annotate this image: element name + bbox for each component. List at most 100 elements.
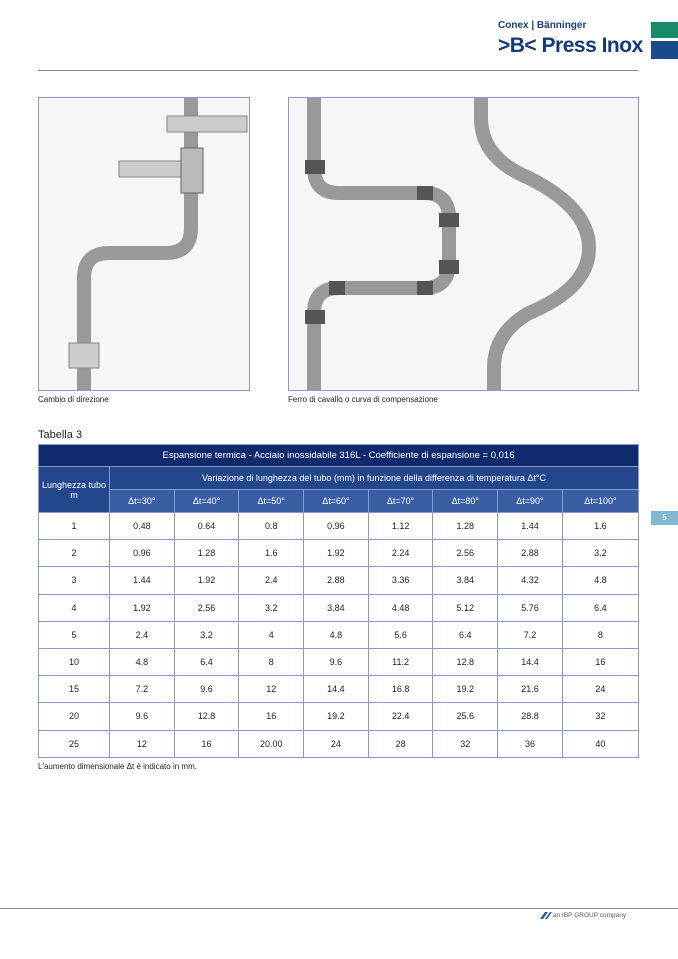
value-cell: 3.36 bbox=[367, 566, 434, 595]
value-cell: 6.4 bbox=[561, 593, 640, 622]
value-cell: 4.8 bbox=[561, 566, 640, 595]
value-cell: 1.28 bbox=[432, 511, 499, 541]
value-cell: 14.4 bbox=[497, 647, 563, 677]
value-cell: 3.2 bbox=[173, 620, 240, 649]
value-cell: 4.8 bbox=[109, 647, 175, 677]
value-cell: 2.4 bbox=[238, 566, 305, 595]
value-cell: 1.6 bbox=[561, 511, 640, 541]
value-cell: 36 bbox=[497, 729, 563, 758]
value-cell: 19.2 bbox=[432, 675, 499, 704]
row-header: Lunghezza tubo m bbox=[38, 466, 110, 513]
value-cell: 6.4 bbox=[173, 647, 240, 677]
logo-green-block bbox=[651, 22, 678, 38]
table-row: 4 1.92 2.56 3.2 3.84 4.48 5.12 5.76 6.4 bbox=[38, 593, 640, 622]
value-cell: 12 bbox=[109, 729, 175, 758]
figure-caption: Cambio di direzione bbox=[38, 395, 109, 404]
column-header: Δt=30° bbox=[109, 489, 175, 513]
table-row: 3 1.44 1.92 2.4 2.88 3.36 3.84 4.32 4.8 bbox=[38, 566, 640, 595]
value-cell: 28 bbox=[367, 729, 434, 758]
value-cell: 0.48 bbox=[109, 511, 175, 541]
value-cell: 1.28 bbox=[173, 539, 240, 568]
value-cell: 0.96 bbox=[109, 539, 175, 568]
table-row: 20 9.6 12.8 16 19.2 22.4 25.6 28.8 32 bbox=[38, 702, 640, 731]
column-header: Δt=100° bbox=[561, 489, 640, 513]
value-cell: 21.6 bbox=[497, 675, 563, 704]
thermal-expansion-table: Espansione termica - Acciaio inossidabil… bbox=[38, 444, 640, 758]
column-header: Δt=70° bbox=[367, 489, 434, 513]
length-cell: 20 bbox=[38, 702, 110, 731]
value-cell: 5.6 bbox=[367, 620, 434, 649]
value-cell: 4.8 bbox=[303, 620, 369, 649]
value-cell: 40 bbox=[561, 729, 640, 758]
value-cell: 3.84 bbox=[432, 566, 499, 595]
value-cell: 24 bbox=[561, 675, 640, 704]
value-cell: 1.92 bbox=[173, 566, 240, 595]
table-row: 25 12 16 20.00 24 28 32 36 40 bbox=[38, 729, 640, 758]
value-cell: 9.6 bbox=[173, 675, 240, 704]
page-section-tab: 5 bbox=[651, 511, 678, 525]
value-cell: 3.2 bbox=[561, 539, 640, 568]
value-cell: 2.88 bbox=[497, 539, 563, 568]
length-cell: 25 bbox=[38, 729, 110, 758]
length-cell: 2 bbox=[38, 539, 110, 568]
value-cell: 5.76 bbox=[497, 593, 563, 622]
value-cell: 2.24 bbox=[367, 539, 434, 568]
value-cell: 12.8 bbox=[432, 647, 499, 677]
ibp-logo-icon bbox=[540, 912, 552, 919]
logo-blue-block bbox=[651, 41, 678, 59]
value-cell: 1.6 bbox=[238, 539, 305, 568]
value-cell: 0.64 bbox=[173, 511, 240, 541]
brand-conex: Conex | Bänninger bbox=[498, 20, 587, 31]
column-header: Δt=80° bbox=[432, 489, 499, 513]
value-cell: 8 bbox=[561, 620, 640, 649]
footer-company: an IBP GROUP company bbox=[553, 912, 627, 919]
value-cell: 12.8 bbox=[173, 702, 240, 731]
value-cell: 9.6 bbox=[109, 702, 175, 731]
length-cell: 1 bbox=[38, 511, 110, 541]
value-cell: 9.6 bbox=[303, 647, 369, 677]
value-cell: 24 bbox=[303, 729, 369, 758]
value-cell: 12 bbox=[238, 675, 305, 704]
value-cell: 14.4 bbox=[303, 675, 369, 704]
value-cell: 1.92 bbox=[303, 539, 369, 568]
figure-compensation-loop bbox=[288, 97, 639, 391]
figure-direction-change bbox=[38, 97, 250, 391]
value-cell: 4 bbox=[238, 620, 305, 649]
value-cell: 1.92 bbox=[109, 593, 175, 622]
value-cell: 0.96 bbox=[303, 511, 369, 541]
value-cell: 4.48 bbox=[367, 593, 434, 622]
footer-divider bbox=[0, 908, 678, 909]
value-cell: 16 bbox=[238, 702, 305, 731]
group-header: Variazione di lunghezza del tubo (mm) in… bbox=[109, 466, 639, 490]
table-row: 15 7.2 9.6 12 14.4 16.8 19.2 21.6 24 bbox=[38, 675, 640, 704]
length-cell: 5 bbox=[38, 620, 110, 649]
table-row: 1 0.48 0.64 0.8 0.96 1.12 1.28 1.44 1.6 bbox=[38, 511, 640, 541]
value-cell: 8 bbox=[238, 647, 305, 677]
length-cell: 10 bbox=[38, 647, 110, 677]
value-cell: 28.8 bbox=[497, 702, 563, 731]
value-cell: 16.8 bbox=[367, 675, 434, 704]
value-cell: 25.6 bbox=[432, 702, 499, 731]
table-label: Tabella 3 bbox=[38, 429, 83, 441]
value-cell: 1.12 bbox=[367, 511, 434, 541]
value-cell: 2.56 bbox=[432, 539, 499, 568]
value-cell: 3.2 bbox=[238, 593, 305, 622]
table-row: 10 4.8 6.4 8 9.6 11.2 12.8 14.4 16 bbox=[38, 647, 640, 677]
length-cell: 3 bbox=[38, 566, 110, 595]
value-cell: 32 bbox=[432, 729, 499, 758]
column-header: Δt=90° bbox=[497, 489, 563, 513]
figure-caption: Ferro di cavallo o curva di compensazion… bbox=[288, 395, 438, 404]
value-cell: 7.2 bbox=[497, 620, 563, 649]
value-cell: 2.88 bbox=[303, 566, 369, 595]
table-title: Espansione termica - Acciaio inossidabil… bbox=[38, 444, 639, 467]
value-cell: 2.56 bbox=[173, 593, 240, 622]
value-cell: 20.00 bbox=[238, 729, 305, 758]
value-cell: 5.12 bbox=[432, 593, 499, 622]
value-cell: 1.44 bbox=[109, 566, 175, 595]
value-cell: 11.2 bbox=[367, 647, 434, 677]
value-cell: 16 bbox=[173, 729, 240, 758]
brand-press-inox: >B< Press Inox bbox=[498, 34, 643, 57]
value-cell: 16 bbox=[561, 647, 640, 677]
table-row: 5 2.4 3.2 4 4.8 5.6 6.4 7.2 8 bbox=[38, 620, 640, 649]
value-cell: 6.4 bbox=[432, 620, 499, 649]
